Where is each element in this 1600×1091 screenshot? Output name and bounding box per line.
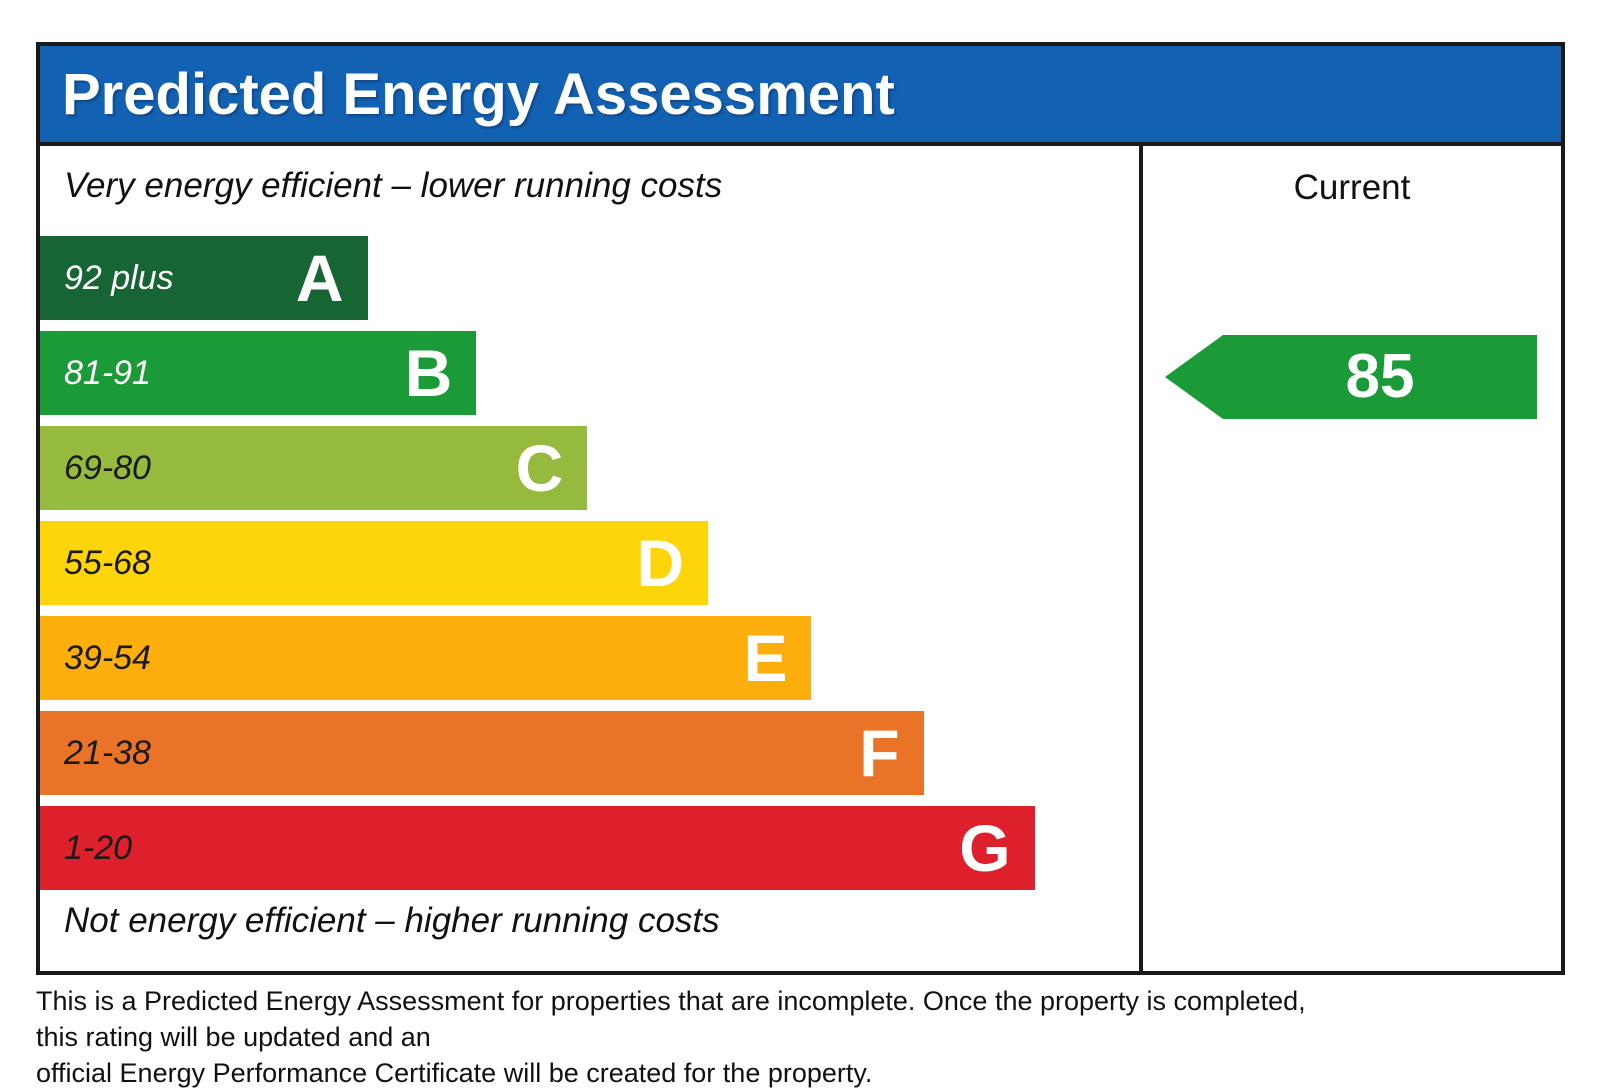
band-letter-e: E (743, 621, 788, 695)
band-row-g: 1-20 G (40, 806, 1035, 890)
footer-disclaimer: This is a Predicted Energy Assessment fo… (36, 983, 1316, 1091)
footer-line-1: This is a Predicted Energy Assessment fo… (36, 986, 1306, 1052)
band-row-f: 21-38 F (40, 711, 924, 795)
certificate-body: Very energy efficient – lower running co… (40, 146, 1561, 971)
current-rating-value: 85 (1345, 342, 1415, 411)
arrow-left-point-icon (1165, 335, 1223, 419)
band-range-g: 1-20 (64, 829, 133, 867)
current-rating-arrow: 85 (1165, 335, 1537, 419)
rating-bands: 92 plus A 81-91 B 69-80 C 55-68 D 39-54 (40, 236, 1139, 890)
band-letter-a: A (295, 241, 344, 315)
band-letter-d: D (636, 526, 685, 600)
band-range-d: 55-68 (64, 544, 151, 582)
band-letter-c: C (515, 431, 564, 505)
current-column-label: Current (1293, 168, 1411, 207)
page-title: Predicted Energy Assessment (62, 61, 895, 127)
band-row-b: 81-91 B (40, 331, 477, 415)
current-rating-panel: Current 85 (1139, 146, 1561, 971)
energy-assessment-certificate: Predicted Energy Assessment Very energy … (36, 42, 1565, 975)
band-row-d: 55-68 D (40, 521, 709, 605)
not-efficient-note: Not energy efficient – higher running co… (64, 901, 720, 940)
band-letter-b: B (404, 336, 453, 410)
band-range-e: 39-54 (64, 639, 151, 677)
band-range-b: 81-91 (64, 354, 151, 392)
band-range-f: 21-38 (64, 734, 151, 772)
very-efficient-note: Very energy efficient – lower running co… (64, 166, 723, 205)
certificate-header: Predicted Energy Assessment (40, 46, 1561, 146)
band-row-e: 39-54 E (40, 616, 812, 700)
band-range-c: 69-80 (64, 449, 151, 487)
band-letter-f: F (859, 716, 900, 790)
footer-line-2: official Energy Performance Certificate … (36, 1058, 873, 1088)
band-letter-g: G (959, 811, 1011, 885)
rating-scale-panel: Very energy efficient – lower running co… (40, 146, 1139, 971)
band-range-a: 92 plus (64, 259, 174, 297)
band-row-c: 69-80 C (40, 426, 588, 510)
band-row-a: 92 plus A (40, 236, 368, 320)
arrow-body: 85 (1223, 335, 1537, 419)
